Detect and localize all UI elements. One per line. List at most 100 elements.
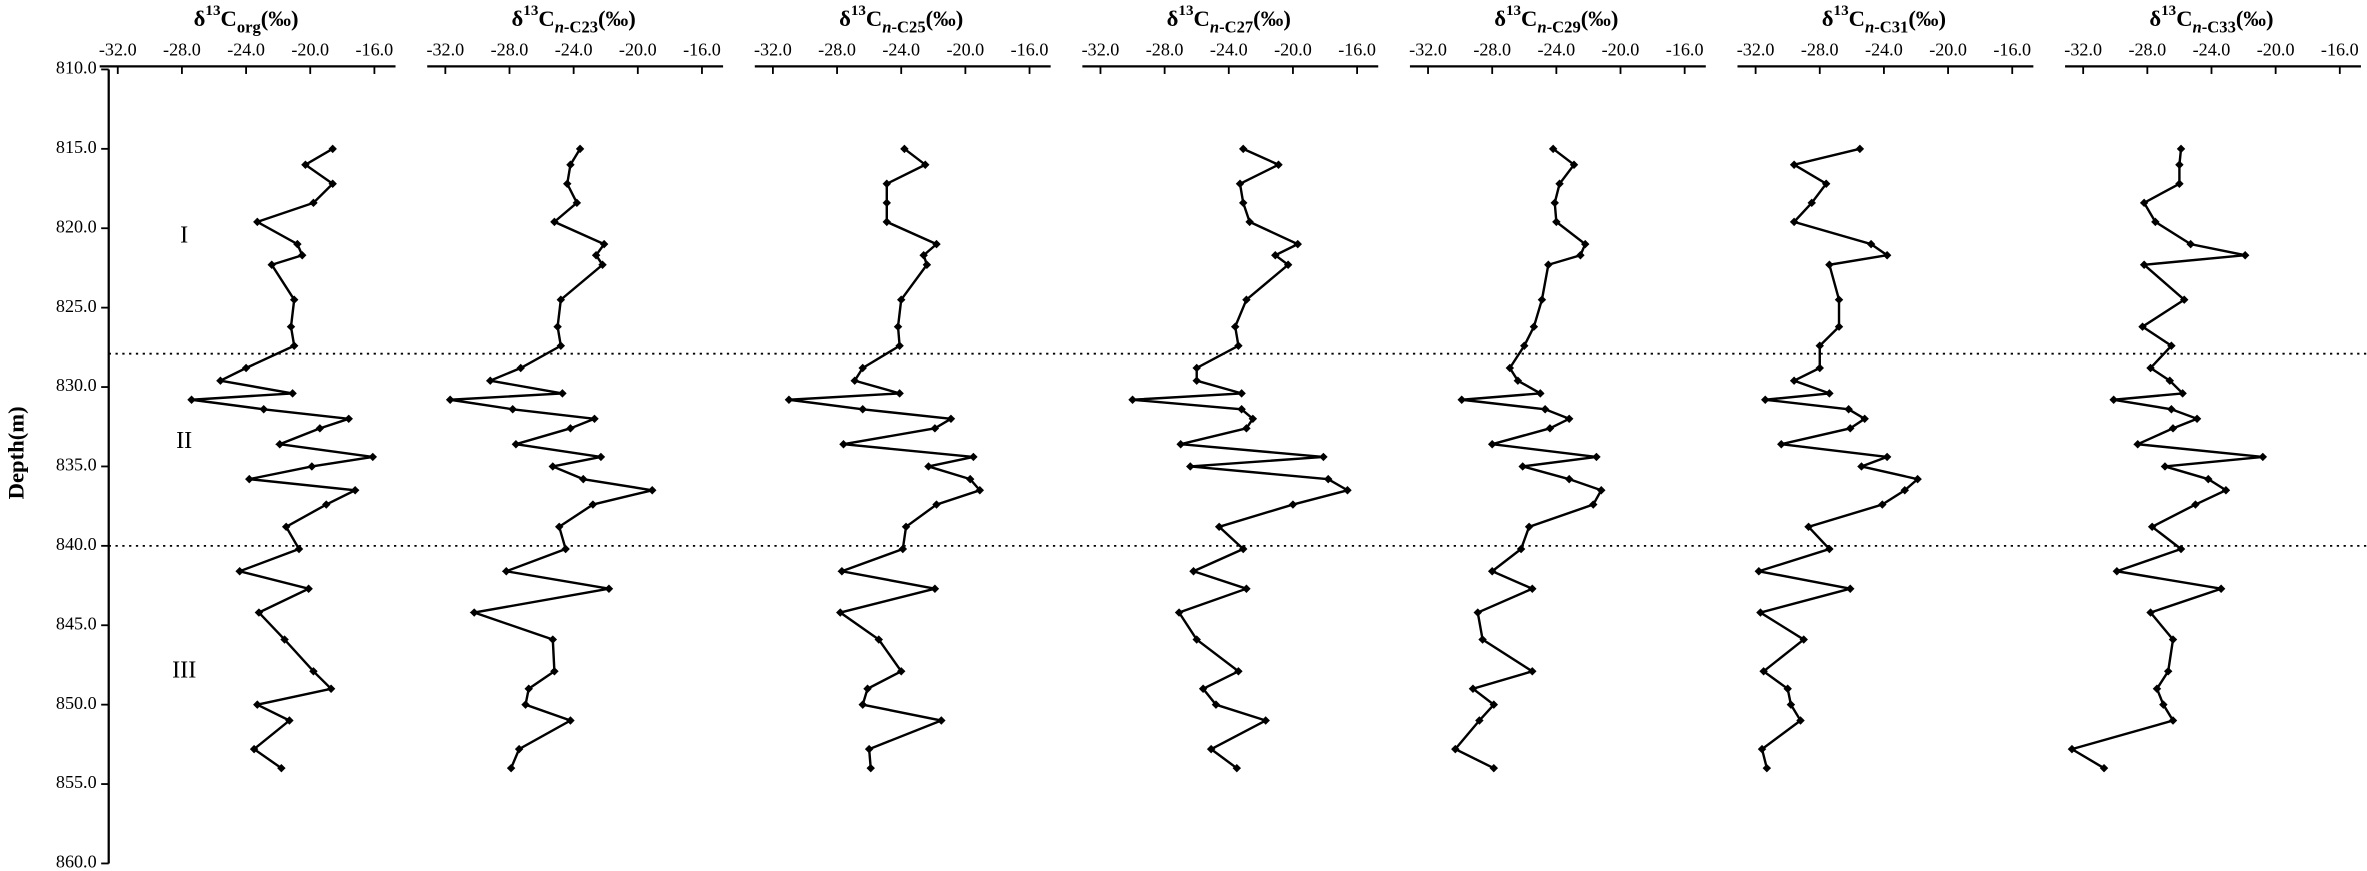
marker [550, 667, 559, 676]
marker [216, 376, 225, 385]
marker [858, 363, 867, 373]
marker [2160, 462, 2170, 471]
x-tick-label: -20.0 [1929, 39, 1967, 59]
marker [254, 608, 264, 617]
marker [1245, 217, 1254, 227]
title-part: δ [194, 6, 206, 31]
title-part: δ [1167, 6, 1179, 31]
marker [249, 744, 259, 754]
title-part: -C29 [1547, 17, 1581, 36]
x-tick-label: -28.0 [163, 39, 201, 59]
title-part: org [237, 17, 262, 36]
marker [1834, 295, 1844, 304]
marker [2192, 414, 2202, 424]
title-part: δ [1822, 6, 1834, 31]
marker [1846, 424, 1855, 433]
marker [1882, 251, 1892, 260]
title-part: 13 [2161, 4, 2177, 20]
marker [1834, 322, 1844, 331]
x-tick-label: -24.0 [2193, 39, 2231, 59]
marker [572, 198, 582, 208]
marker [2163, 667, 2173, 676]
marker [579, 474, 588, 484]
marker [469, 608, 479, 617]
marker [556, 295, 566, 304]
marker [882, 217, 892, 227]
marker [858, 700, 867, 709]
marker [2112, 567, 2122, 576]
profile-line [788, 147, 982, 769]
y-tick-label: 815.0 [56, 137, 97, 157]
marker [2240, 251, 2250, 260]
x-tick-label: -32.0 [2064, 39, 2102, 59]
marker [1234, 341, 1243, 350]
marker [322, 500, 331, 509]
marker [1457, 395, 1466, 404]
marker [563, 179, 572, 189]
marker [511, 439, 521, 449]
marker [893, 322, 903, 331]
marker [896, 667, 906, 676]
marker [784, 395, 794, 404]
marker [2258, 452, 2268, 462]
marker [502, 567, 511, 576]
x-tick-label: -24.0 [1537, 39, 1575, 59]
marker [1592, 452, 1601, 462]
marker [1489, 763, 1499, 773]
marker [508, 405, 517, 414]
y-tick-label: 860.0 [56, 852, 97, 871]
title-part: (‰) [2236, 6, 2274, 31]
marker [1206, 744, 1216, 754]
y-tick-label: 855.0 [56, 772, 97, 792]
title-part: (‰) [926, 6, 964, 31]
y-tick-label: 835.0 [56, 455, 97, 475]
title-part: C [538, 6, 554, 31]
marker [548, 635, 558, 644]
title-part: -C25 [892, 17, 926, 36]
title-part: (‰) [1908, 6, 1946, 31]
marker [2152, 684, 2162, 693]
marker [2146, 608, 2155, 617]
x-tick-label: -16.0 [683, 39, 721, 59]
x-tick-label: -24.0 [555, 39, 593, 59]
marker [1569, 160, 1579, 169]
marker [281, 522, 291, 532]
x-tick-label: -20.0 [947, 39, 985, 59]
panel-title: δ13Cn-C23(‰) [512, 4, 636, 37]
x-tick-label: -16.0 [1338, 39, 1376, 59]
marker [289, 341, 299, 350]
marker [1230, 322, 1240, 331]
title-part: -C31 [1874, 17, 1908, 36]
marker [1237, 405, 1246, 414]
marker [1796, 716, 1805, 725]
panel-title: δ13Cn-C27(‰) [1167, 4, 1291, 37]
marker [566, 424, 575, 433]
title-part: C [866, 6, 882, 31]
marker [932, 500, 941, 509]
marker [837, 567, 847, 576]
marker [898, 544, 908, 554]
zone-label: III [172, 656, 196, 683]
marker [1807, 198, 1816, 208]
title-part: (‰) [1581, 6, 1619, 31]
marker [1235, 179, 1245, 189]
marker [930, 424, 940, 433]
x-tick-label: -32.0 [1737, 39, 1775, 59]
marker [921, 160, 930, 169]
marker [297, 251, 307, 260]
title-part: (‰) [598, 6, 636, 31]
marker [1192, 376, 1201, 385]
x-tick-label: -32.0 [99, 39, 137, 59]
marker [1754, 567, 1764, 576]
x-tick-label: -28.0 [1146, 39, 1184, 59]
marker [1475, 716, 1484, 725]
marker [1860, 414, 1869, 424]
marker [604, 584, 614, 593]
marker [895, 341, 904, 350]
panel-title: δ13Corg(‰) [194, 4, 299, 37]
marker [556, 341, 566, 350]
marker [350, 486, 360, 495]
marker [1821, 179, 1831, 189]
marker [2139, 198, 2149, 208]
